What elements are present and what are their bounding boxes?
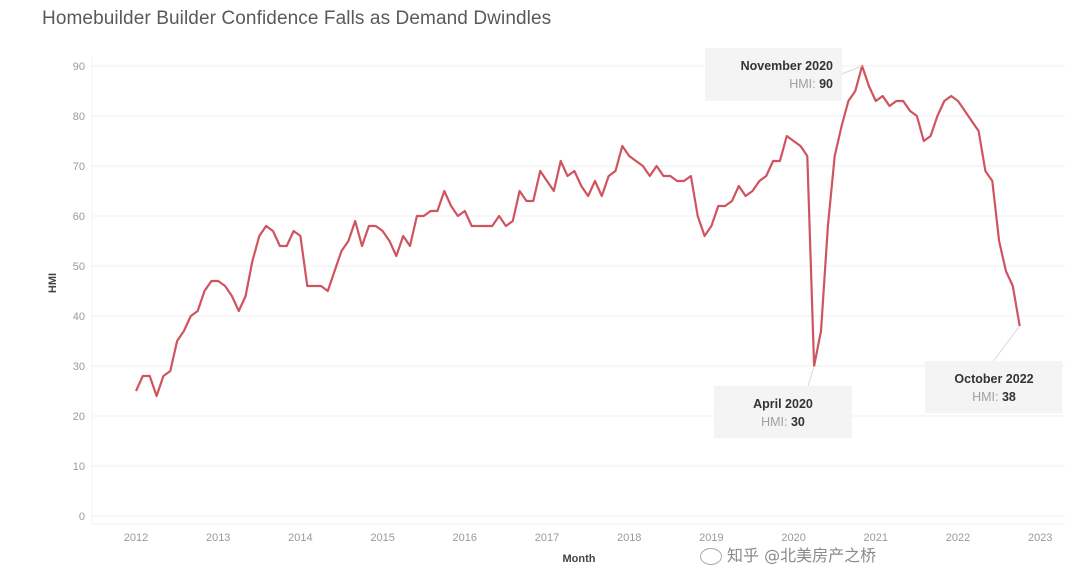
series-layer xyxy=(134,64,1021,398)
annotation-box xyxy=(925,361,1062,413)
x-tick-label: 2023 xyxy=(1028,532,1052,544)
y-tick-label: 0 xyxy=(79,511,85,523)
annotation-label: HMI: xyxy=(761,415,791,429)
annotation-title: April 2020 xyxy=(753,397,813,411)
y-tick-label: 40 xyxy=(73,311,85,323)
annotations-layer: November 2020 HMI: 90 April 2020 HMI: 30 Oct… xyxy=(705,48,1062,438)
annotation-april-2020: April 2020 HMI: 30 xyxy=(714,365,852,438)
y-axis-ticks: 0 10 20 30 40 50 60 70 80 90 xyxy=(73,61,85,523)
x-tick-label: 2014 xyxy=(288,532,312,544)
annotation-title: November 2020 xyxy=(741,59,833,73)
y-tick-label: 70 xyxy=(73,161,85,173)
x-tick-label: 2015 xyxy=(370,532,394,544)
y-tick-label: 10 xyxy=(73,461,85,473)
x-tick-label: 2019 xyxy=(699,532,723,544)
annotation-value-line: HMI: 38 xyxy=(972,390,1016,404)
y-tick-label: 80 xyxy=(73,111,85,123)
annotation-value: 90 xyxy=(819,77,833,91)
y-tick-label: 90 xyxy=(73,61,85,73)
annotation-leader-line xyxy=(807,365,815,387)
annotation-value-line: HMI: 90 xyxy=(789,77,833,91)
annotation-november-2020: November 2020 HMI: 90 xyxy=(705,48,863,101)
y-axis-label: HMI xyxy=(47,273,59,293)
x-tick-label: 2017 xyxy=(535,532,559,544)
annotation-box xyxy=(705,48,842,101)
annotation-leader-line xyxy=(993,325,1021,362)
annotation-leader-line xyxy=(841,65,863,75)
annotation-value: 38 xyxy=(1002,390,1016,404)
annotation-value: 30 xyxy=(791,415,805,429)
annotation-october-2022: October 2022 HMI: 38 xyxy=(925,325,1062,413)
annotation-title: October 2022 xyxy=(954,372,1033,386)
series-line-hmi xyxy=(134,64,1021,398)
x-tick-label: 2021 xyxy=(864,532,888,544)
chat-bubble-icon xyxy=(700,548,722,565)
annotation-label: HMI: xyxy=(972,390,1002,404)
x-tick-label: 2012 xyxy=(124,532,148,544)
x-axis-ticks: 2012 2013 2014 2015 2016 2017 2018 2019 2020 2021… xyxy=(124,532,1053,544)
y-tick-label: 30 xyxy=(73,361,85,373)
y-tick-label: 20 xyxy=(73,411,85,423)
watermark-text: 知乎 @北美房产之桥 xyxy=(727,546,877,565)
x-tick-label: 2020 xyxy=(781,532,805,544)
annotation-box xyxy=(714,386,852,438)
x-tick-label: 2013 xyxy=(206,532,230,544)
annotation-value-line: HMI: 30 xyxy=(761,415,805,429)
x-tick-label: 2018 xyxy=(617,532,641,544)
annotation-label: HMI: xyxy=(789,77,819,91)
y-tick-label: 50 xyxy=(73,261,85,273)
y-tick-label: 60 xyxy=(73,211,85,223)
x-axis-label: Month xyxy=(563,553,596,565)
watermark: 知乎 @北美房产之桥 xyxy=(700,544,876,568)
x-tick-label: 2022 xyxy=(946,532,970,544)
gridlines xyxy=(91,56,1065,525)
x-tick-label: 2016 xyxy=(453,532,477,544)
chart-title: Homebuilder Builder Confidence Falls as … xyxy=(42,8,552,29)
